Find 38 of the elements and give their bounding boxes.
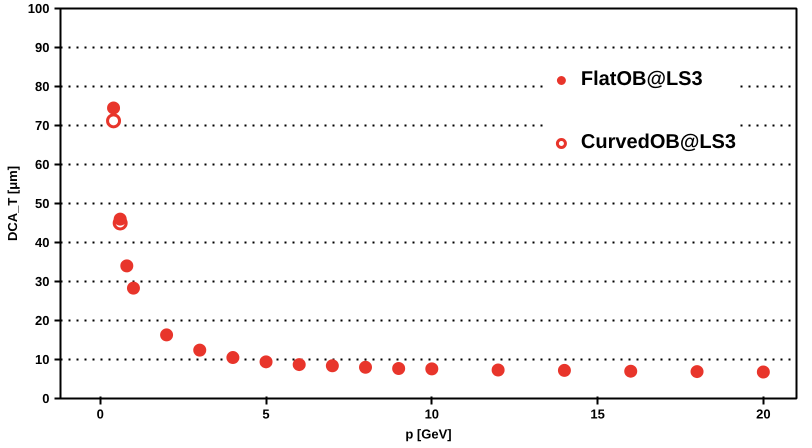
- point: [756, 365, 770, 378]
- point: [425, 362, 438, 376]
- y-tick-label: 100: [28, 1, 50, 16]
- point: [107, 101, 120, 114]
- x-axis-title: p [GeV]: [405, 426, 452, 442]
- point: [690, 365, 704, 378]
- legend-label: FlatOB@LS3: [580, 68, 703, 91]
- y-tick-label: 50: [35, 196, 50, 211]
- y-tick-label: 0: [42, 391, 50, 406]
- x-tick-label: 5: [262, 406, 270, 422]
- x-tick-label: 0: [96, 406, 104, 422]
- point: [359, 360, 372, 374]
- legend-label: CurvedOB@LS3: [580, 131, 736, 154]
- y-tick-label: 70: [35, 118, 50, 133]
- point: [558, 364, 571, 377]
- x-tick-label: 20: [756, 406, 771, 422]
- point: [126, 282, 140, 295]
- point: [624, 364, 638, 378]
- x-tick-label: 10: [424, 406, 440, 422]
- x-tick-label: 15: [590, 406, 605, 422]
- y-tick-label: 90: [35, 40, 50, 55]
- point: [106, 113, 122, 128]
- point: [326, 359, 339, 372]
- point: [120, 259, 134, 272]
- point: [226, 351, 240, 364]
- y-tick-label: 80: [35, 79, 50, 94]
- point: [160, 328, 174, 342]
- y-tick-label: 40: [35, 235, 50, 250]
- point: [260, 355, 273, 368]
- y-tick-label: 10: [35, 352, 50, 367]
- point: [492, 364, 505, 377]
- point: [292, 358, 306, 372]
- point: [193, 344, 206, 357]
- y-tick-label: 20: [35, 313, 50, 328]
- point: [392, 362, 406, 375]
- y-axis-title: DCA_T [μm]: [4, 166, 20, 242]
- y-tick-label: 60: [35, 157, 50, 172]
- y-tick-label: 30: [35, 274, 50, 289]
